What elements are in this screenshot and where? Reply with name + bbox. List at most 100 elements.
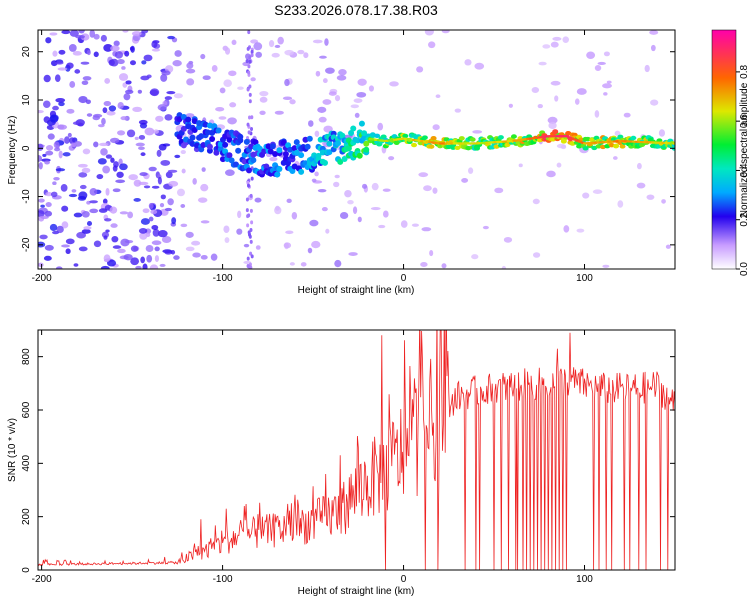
spectrogram-noise-blob [38,143,44,151]
spectrogram-noise-blob [236,228,243,235]
spectrogram-noise-blob [156,149,162,157]
spectrogram-noise-blob [43,74,51,83]
spectrogram-noise-blob [389,81,399,87]
spectrogram-noise-blob [38,198,45,203]
spectrogram-noise-blob [141,60,147,65]
snr-x-tick-label: -200 [32,574,52,585]
spectrogram-noise-blob [602,264,610,268]
spectrogram-noise-blob [93,33,100,40]
spectrogram-noise-blob [378,224,386,229]
spectrogram-noise-blob [200,220,210,224]
spectrogram-noise-blob [338,69,347,76]
spectrogram-noise-blob [248,99,252,104]
spectrogram-ridge-blob [209,136,216,143]
spectrogram-ridge-blob [380,134,387,139]
spectrogram-noise-blob [159,263,166,267]
spectrogram-noise-blob [319,55,327,59]
spectrogram-noise-blob [70,142,77,147]
spectrogram-noise-blob [103,235,108,240]
spectrogram-noise-blob [563,225,570,233]
spectrogram-noise-blob [129,60,137,66]
spectrogram-noise-blob [40,204,45,208]
spectrogram-ridge-blob [267,148,274,155]
spectrogram-noise-blob [283,242,292,249]
spectrogram-noise-blob [218,116,227,120]
spectrogram-noise-blob [160,159,171,166]
spectrogram-noise-blob [165,171,173,179]
spectrogram-noise-blob [103,254,111,262]
spectrogram-noise-blob [58,101,65,107]
spectrogram-noise-blob [78,172,88,178]
spectrogram-noise-blob [560,144,567,150]
spectrogram-noise-blob [269,156,278,162]
spectrogram-noise-blob [143,54,153,62]
spectrogram-noise-blob [96,174,104,180]
spectrogram-noise-blob [135,142,145,147]
spectrogram-ridge-blob [219,156,226,163]
spectrogram-noise-blob [117,102,124,110]
spectrogram-noise-blob [248,59,252,64]
spectrogram-noise-blob [117,58,125,65]
spectrogram-noise-blob [289,262,295,266]
spectrogram-noise-blob [122,82,128,88]
spectrogram-noise-blob [665,244,671,249]
spectrogram-noise-blob [318,116,327,123]
spectrogram-noise-blob [77,123,84,127]
spectrogram-ridge-blob [180,113,187,120]
spectrogram-ridge-blob [582,146,589,151]
spectrogram-noise-blob [435,94,441,99]
spectrogram-ridge-blob [550,137,557,142]
spectrogram-noise-blob [118,73,129,81]
spectrogram-noise-blob [69,137,75,145]
spectrogram-noise-blob [106,259,117,267]
spectrogram-noise-blob [661,199,666,204]
spectrogram-noise-blob [164,250,173,255]
spectrogram-noise-blob [311,178,317,183]
spectrogram-noise-blob [55,168,66,172]
spectrogram-noise-blob [65,248,71,255]
spectrogram-noise-blob [574,98,580,105]
spectrogram-noise-blob [69,81,76,88]
spectrogram-noise-blob [286,198,292,204]
spectrogram-noise-blob [646,194,655,200]
spectrogram-noise-blob [354,112,360,118]
spectrogram-noise-blob [72,51,82,56]
spectrogram-noise-blob [76,231,87,239]
spectrogram-noise-blob [43,255,52,261]
spectrogram-noise-blob [501,265,507,269]
spectrogram-noise-blob [111,235,119,243]
spectrogram-ridge-blob [341,155,348,162]
spectrogram-noise-blob [597,61,606,66]
spectrogram-noise-blob [49,223,58,232]
spectrogram-ridge-blob [469,137,476,142]
spectrogram-noise-blob [644,64,650,73]
spectrogram-noise-blob [255,245,261,250]
spectrogram-noise-blob [109,58,119,67]
spectrogram-noise-blob [81,80,89,86]
spectrogram-noise-blob [146,254,153,263]
spectrogram-noise-blob [249,193,253,198]
spectrogram-noise-blob [124,50,130,57]
spectrogram-noise-blob [518,163,523,168]
spectrogram-noise-blob [215,107,225,112]
spectrogram-noise-blob [186,78,195,86]
spectrogram-noise-blob [89,188,98,196]
spectrogram-noise-blob [83,226,92,230]
spectrogram-ridge-blob [185,116,192,123]
spectrogram-ridge-blob [243,138,250,145]
spectrogram-noise-blob [249,208,253,213]
spectrogram-noise-blob [149,88,160,97]
spectrogram-noise-blob [248,115,252,120]
spectrogram-noise-blob [164,114,173,121]
spectrogram-noise-blob [237,86,244,90]
spectrogram-ridge-blob [261,148,268,155]
spectrogram-x-tick-label: -100 [213,273,233,284]
spectrogram-noise-blob [138,134,146,140]
spectrogram-noise-blob [93,113,103,118]
spectrogram-noise-blob [61,30,71,35]
spectrogram-noise-blob [150,209,158,215]
spectrogram-noise-blob [127,211,134,219]
spectrogram-noise-blob [250,220,254,225]
spectrogram-noise-blob [155,115,164,122]
spectrogram-noise-blob [45,145,54,151]
